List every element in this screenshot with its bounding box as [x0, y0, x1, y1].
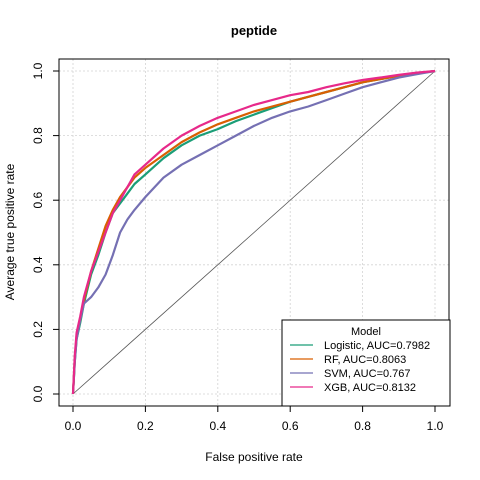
series-line-svm — [71, 69, 436, 395]
y-tick-label: 1.0 — [31, 62, 45, 79]
y-tick-label: 0.4 — [31, 256, 45, 273]
x-axis-label: False positive rate — [205, 450, 303, 464]
legend-label-rf: RF, AUC=0.8063 — [324, 354, 406, 366]
x-axis: 0.0 0.2 0.4 0.6 0.8 1.0 — [65, 406, 444, 433]
y-tick-label: 0.0 — [31, 385, 45, 402]
legend-label-logistic: Logistic, AUC=0.7982 — [324, 340, 430, 352]
legend: Model Logistic, AUC=0.7982 RF, AUC=0.8063… — [281, 319, 451, 407]
x-tick-label: 0.0 — [65, 419, 82, 433]
series-lines — [71, 69, 436, 395]
y-tick-label: 0.2 — [31, 321, 45, 338]
legend-label-xgb: XGB, AUC=0.8132 — [324, 382, 416, 394]
x-tick-label: 0.2 — [137, 419, 154, 433]
legend-label-svm: SVM, AUC=0.767 — [324, 368, 411, 380]
plot-frame — [58, 58, 450, 407]
diagonal-reference-line — [72, 70, 436, 395]
chart-title: peptide — [231, 23, 277, 38]
legend-title: Model — [351, 326, 381, 338]
legend-items: Logistic, AUC=0.7982 RF, AUC=0.8063 SVM, A… — [290, 340, 430, 394]
legend-box — [281, 319, 451, 407]
x-tick-label: 0.8 — [354, 419, 371, 433]
y-axis: 0.0 0.2 0.4 0.6 0.8 1.0 — [31, 62, 59, 402]
y-tick-label: 0.6 — [31, 192, 45, 209]
x-tick-label: 1.0 — [427, 419, 444, 433]
x-tick-label: 0.6 — [282, 419, 299, 433]
y-axis-label: Average true positive rate — [3, 163, 17, 300]
x-tick-label: 0.4 — [209, 419, 226, 433]
series-line-xgb — [71, 69, 436, 395]
y-tick-label: 0.8 — [31, 127, 45, 144]
